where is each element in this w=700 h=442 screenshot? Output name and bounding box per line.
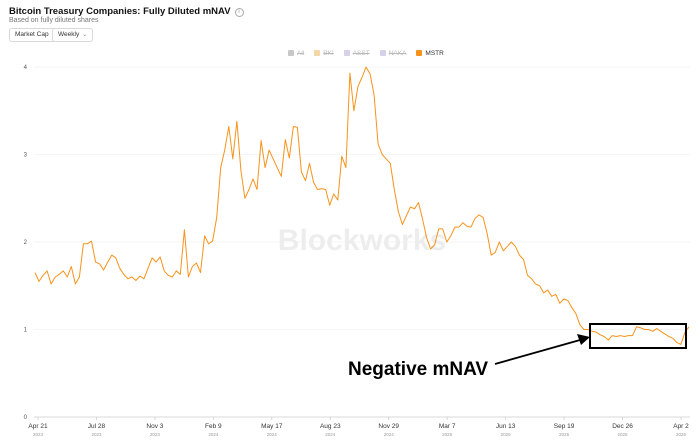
interval-dropdown[interactable]: Weekly ⌄ <box>52 28 94 42</box>
x-tick-year: 2023 <box>150 432 161 437</box>
legend-swatch <box>288 50 294 56</box>
x-tick-year: 2025 <box>501 432 512 437</box>
legend-item-bki[interactable]: BKI <box>314 50 334 57</box>
chevron-down-icon: ⌄ <box>82 32 88 38</box>
x-tick-label: May 17 <box>261 423 283 430</box>
annotation-text: Negative mNAV <box>348 359 488 380</box>
x-tick-year: 2024 <box>208 432 219 437</box>
legend-swatch <box>314 50 321 56</box>
x-tick-year: 2024 <box>384 432 395 437</box>
y-tick-label: 3 <box>24 153 28 159</box>
annotation-arrow-line <box>494 339 581 365</box>
x-tick-label: Jun 13 <box>496 423 516 430</box>
y-tick-label: 1 <box>24 328 28 334</box>
metric-dropdown-label: Market Cap <box>15 31 49 38</box>
x-tick-label: Dec 26 <box>612 423 633 430</box>
x-tick-year: 2026 <box>676 432 687 437</box>
chart-subtitle: Based on fully diluted shares <box>9 17 99 24</box>
x-tick-label: Jul 28 <box>88 423 106 430</box>
x-tick-year: 2024 <box>267 432 278 437</box>
x-tick-label: Aug 23 <box>320 423 341 430</box>
legend-item-naka[interactable]: NAKA <box>379 50 407 57</box>
legend-label: MSTR <box>425 50 444 57</box>
legend-label: ASST <box>352 50 370 57</box>
x-tick-label: Nov 3 <box>146 423 163 430</box>
legend-item-asst[interactable]: ASST <box>343 50 370 57</box>
x-tick-label: Apr 21 <box>28 423 48 430</box>
chart-title: Bitcoin Treasury Companies: Fully Dilute… <box>9 6 244 17</box>
series-line-mstr <box>34 66 690 345</box>
chart-legend: All BKI ASST NAKA MSTR <box>288 50 454 57</box>
legend-swatch <box>379 50 386 56</box>
interval-dropdown-label: Weekly <box>58 31 80 38</box>
legend-label: NAKA <box>388 50 407 57</box>
x-tick-label: Apr 2 <box>673 423 689 430</box>
x-tick-label: Mar 7 <box>439 423 456 430</box>
annotation-arrowhead <box>577 334 590 345</box>
x-tick-label: Sep 19 <box>554 423 575 430</box>
legend-item-mstr[interactable]: MSTR <box>416 50 444 57</box>
legend-swatch <box>343 50 350 56</box>
legend-item-all[interactable]: All <box>288 50 304 57</box>
x-tick-year: 2023 <box>91 432 102 437</box>
x-tick-label: Feb 9 <box>205 423 222 430</box>
y-tick-label: 4 <box>24 65 28 71</box>
legend-label: All <box>297 50 305 57</box>
x-tick-year: 2025 <box>442 432 453 437</box>
y-tick-label: 2 <box>24 240 28 246</box>
x-tick-year: 2024 <box>325 432 336 437</box>
highlight-box <box>589 323 687 349</box>
x-tick-year: 2023 <box>33 432 44 437</box>
legend-swatch <box>416 50 423 56</box>
info-icon[interactable]: i <box>234 8 244 17</box>
x-tick-label: Nov 29 <box>378 423 399 430</box>
y-tick-label: 0 <box>24 415 28 421</box>
watermark: Blockworks <box>278 224 446 257</box>
x-tick-year: 2025 <box>618 432 629 437</box>
x-tick-year: 2025 <box>559 432 570 437</box>
legend-label: BKI <box>323 50 334 57</box>
chart-title-text: Bitcoin Treasury Companies: Fully Dilute… <box>9 6 231 17</box>
